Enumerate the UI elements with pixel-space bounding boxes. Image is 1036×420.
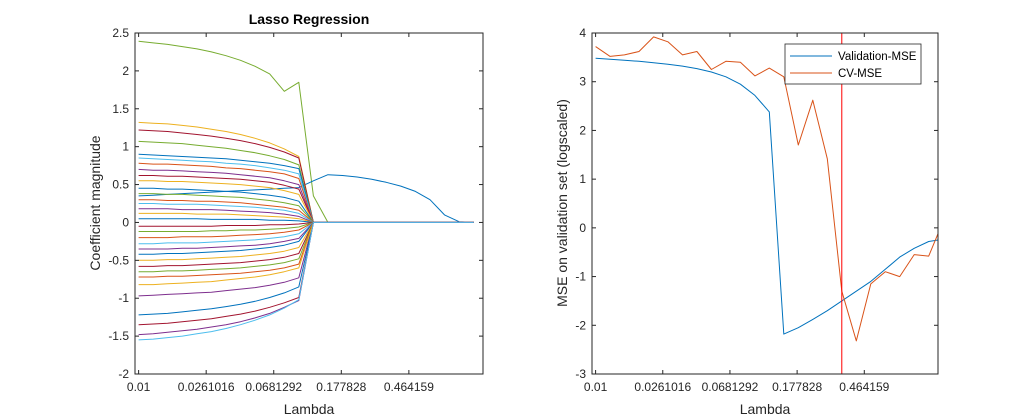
lasso-x-tick-label: 0.0261016: [178, 380, 235, 394]
mse-plot: 0.01 0.0261016 0.0681292 0.177828 0.464159 -3…: [554, 26, 939, 417]
mse-ticks: 0.01 0.0261016 0.0681292 0.177828 0.464159 -3…: [575, 26, 938, 394]
lasso-x-tick-label: 0.464159: [384, 380, 434, 394]
mse-x-tick-label: 0.01: [584, 380, 608, 394]
mse-y-tick-label: 2: [579, 123, 586, 137]
lasso-coefficient-lines: [138, 40, 474, 341]
lasso-y-tick-label: -2: [118, 367, 129, 381]
lasso-ticks: 0.01 0.0261016 0.0681292 0.177828 0.464159 -2…: [108, 26, 483, 394]
lasso-y-tick-label: 1: [122, 140, 129, 154]
lasso-y-tick-label: -0.5: [108, 253, 129, 267]
mse-legend: Validation-MSE CV-MSE: [784, 43, 922, 85]
lasso-y-tick-label: -1: [118, 291, 129, 305]
mse-x-tick-label: 0.0681292: [702, 380, 759, 394]
lasso-x-tick-label: 0.01: [127, 380, 151, 394]
mse-y-tick-label: 3: [579, 75, 586, 89]
mse-series-line-1: [595, 36, 939, 342]
mse-y-tick-label: -2: [575, 318, 586, 332]
lasso-x-tick-label: 0.177828: [316, 380, 366, 394]
lasso-x-tick-label: 0.0681292: [245, 380, 302, 394]
lasso-y-tick-label: 1.5: [112, 102, 129, 116]
mse-y-tick-label: 4: [579, 26, 586, 40]
legend-label-cv: CV-MSE: [838, 68, 882, 80]
lasso-series-line-1: [138, 174, 474, 223]
mse-y-tick-label: 1: [579, 172, 586, 186]
lasso-y-tick-label: -1.5: [108, 329, 129, 343]
mse-lines: [595, 33, 939, 374]
mse-series-line-0: [595, 57, 939, 335]
lasso-title: Lasso Regression: [249, 11, 370, 27]
mse-y-tick-label: -3: [575, 367, 586, 381]
mse-axes-box: [592, 33, 938, 374]
mse-x-label: Lambda: [740, 401, 791, 417]
lasso-series-line-33: [138, 221, 474, 341]
mse-y-tick-label: -1: [575, 270, 586, 284]
lasso-y-tick-label: 0.5: [112, 178, 129, 192]
lasso-y-tick-label: 2: [122, 64, 129, 78]
legend-label-validation: Validation-MSE: [838, 51, 917, 63]
mse-x-tick-label: 0.464159: [839, 380, 889, 394]
mse-x-tick-label: 0.177828: [772, 380, 822, 394]
mse-y-tick-label: 0: [579, 221, 586, 235]
mse-x-tick-label: 0.0261016: [634, 380, 691, 394]
lasso-plot: 0.01 0.0261016 0.0681292 0.177828 0.464159 -2…: [87, 11, 484, 417]
lasso-y-tick-label: 0: [122, 215, 129, 229]
lasso-y-label: Coefficient magnitude: [87, 135, 103, 270]
mse-y-label: MSE on validation set (logscaled): [554, 99, 570, 307]
lasso-y-tick-label: 2.5: [112, 26, 129, 40]
lasso-x-label: Lambda: [284, 401, 335, 417]
